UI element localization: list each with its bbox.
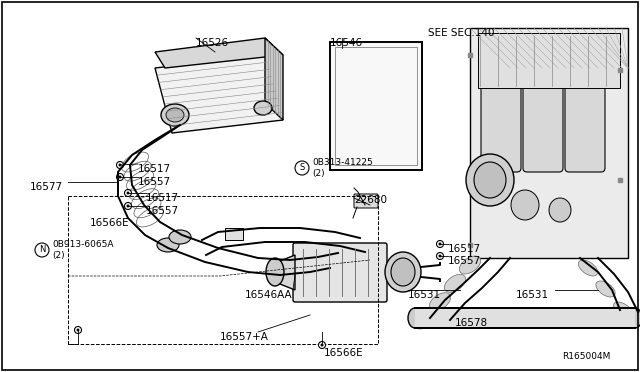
Text: 16546: 16546	[330, 38, 363, 48]
Circle shape	[74, 327, 81, 334]
Polygon shape	[265, 38, 283, 120]
Circle shape	[436, 241, 444, 247]
Text: 16531: 16531	[408, 290, 441, 300]
Circle shape	[321, 343, 323, 346]
Ellipse shape	[549, 198, 571, 222]
Ellipse shape	[414, 311, 436, 329]
Text: 16557: 16557	[146, 206, 179, 216]
Circle shape	[319, 341, 326, 349]
Text: 16546AA: 16546AA	[245, 290, 292, 300]
Text: 22680: 22680	[354, 195, 387, 205]
FancyBboxPatch shape	[354, 194, 378, 208]
Text: 16557+A: 16557+A	[220, 332, 269, 342]
Ellipse shape	[161, 104, 189, 126]
Text: 0B913-6065A
(2): 0B913-6065A (2)	[52, 240, 113, 260]
Text: R165004M: R165004M	[562, 352, 611, 361]
FancyBboxPatch shape	[330, 42, 422, 170]
Text: 16557: 16557	[448, 256, 481, 266]
Circle shape	[127, 192, 129, 195]
Ellipse shape	[385, 252, 421, 292]
Ellipse shape	[511, 190, 539, 220]
Text: S: S	[300, 164, 305, 173]
Circle shape	[77, 328, 79, 331]
Circle shape	[438, 254, 442, 257]
Text: 16566E: 16566E	[90, 218, 130, 228]
FancyBboxPatch shape	[470, 28, 628, 258]
Circle shape	[438, 243, 442, 246]
Circle shape	[118, 164, 122, 167]
Ellipse shape	[579, 260, 598, 276]
Text: 16566E: 16566E	[324, 348, 364, 358]
Ellipse shape	[157, 238, 179, 252]
Ellipse shape	[628, 308, 640, 328]
Ellipse shape	[613, 302, 633, 318]
Ellipse shape	[474, 162, 506, 198]
Text: 16557: 16557	[138, 177, 171, 187]
Text: 16517: 16517	[138, 164, 171, 174]
FancyBboxPatch shape	[481, 84, 521, 172]
FancyBboxPatch shape	[565, 84, 605, 172]
Ellipse shape	[169, 230, 191, 244]
Ellipse shape	[254, 101, 272, 115]
Circle shape	[35, 243, 49, 257]
Circle shape	[295, 161, 309, 175]
Ellipse shape	[429, 293, 451, 311]
Text: 16577: 16577	[30, 182, 63, 192]
FancyBboxPatch shape	[225, 228, 243, 240]
Text: 16517: 16517	[448, 244, 481, 254]
FancyBboxPatch shape	[478, 33, 620, 88]
Ellipse shape	[408, 308, 422, 328]
Ellipse shape	[466, 154, 514, 206]
Ellipse shape	[460, 256, 481, 274]
Text: 16526: 16526	[196, 38, 229, 48]
Text: 16531: 16531	[516, 290, 549, 300]
Polygon shape	[155, 38, 283, 68]
Text: 0B313-41225
(2): 0B313-41225 (2)	[312, 158, 372, 178]
Circle shape	[116, 173, 124, 180]
Ellipse shape	[266, 258, 284, 286]
Text: 16578: 16578	[455, 318, 488, 328]
Circle shape	[118, 176, 122, 179]
FancyBboxPatch shape	[523, 84, 563, 172]
Ellipse shape	[166, 108, 184, 122]
Ellipse shape	[444, 275, 466, 292]
Circle shape	[125, 202, 131, 209]
Text: 16517: 16517	[146, 193, 179, 203]
Ellipse shape	[391, 258, 415, 286]
Circle shape	[436, 253, 444, 260]
Ellipse shape	[596, 281, 615, 297]
FancyBboxPatch shape	[293, 243, 387, 302]
Circle shape	[116, 161, 124, 169]
Text: N: N	[39, 246, 45, 254]
Polygon shape	[275, 255, 295, 290]
Polygon shape	[155, 55, 283, 133]
Circle shape	[127, 205, 129, 208]
Text: SEE SEC.140: SEE SEC.140	[428, 28, 495, 38]
FancyBboxPatch shape	[415, 308, 635, 328]
Circle shape	[125, 189, 131, 196]
